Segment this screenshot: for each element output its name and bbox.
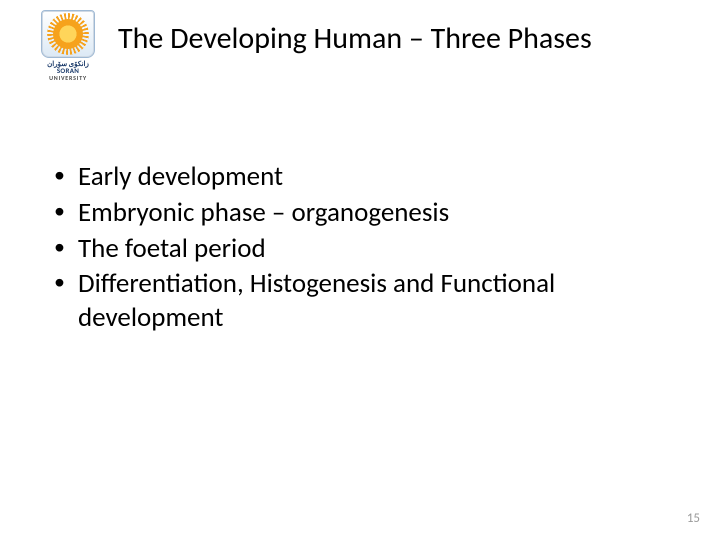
bullet-list: Early development Embryonic phase – orga… xyxy=(48,160,680,335)
slide: زانكۆی سۆران SORAN UNIVERSITY The Develo… xyxy=(0,0,720,540)
list-item: Early development xyxy=(48,160,680,194)
sun-icon xyxy=(53,19,83,49)
list-item: The foetal period xyxy=(48,232,680,266)
university-logo: زانكۆی سۆران SORAN UNIVERSITY xyxy=(36,10,100,84)
slide-body: Early development Embryonic phase – orga… xyxy=(48,160,680,337)
slide-title: The Developing Human – Three Phases xyxy=(118,20,700,57)
list-item: Differentiation, Histogenesis and Functi… xyxy=(48,267,680,335)
logo-text-en2: UNIVERSITY xyxy=(47,75,89,81)
logo-text: زانكۆی سۆران SORAN UNIVERSITY xyxy=(47,60,89,81)
logo-shield xyxy=(41,10,95,58)
list-item: Embryonic phase – organogenesis xyxy=(48,196,680,230)
page-number: 15 xyxy=(687,511,700,526)
